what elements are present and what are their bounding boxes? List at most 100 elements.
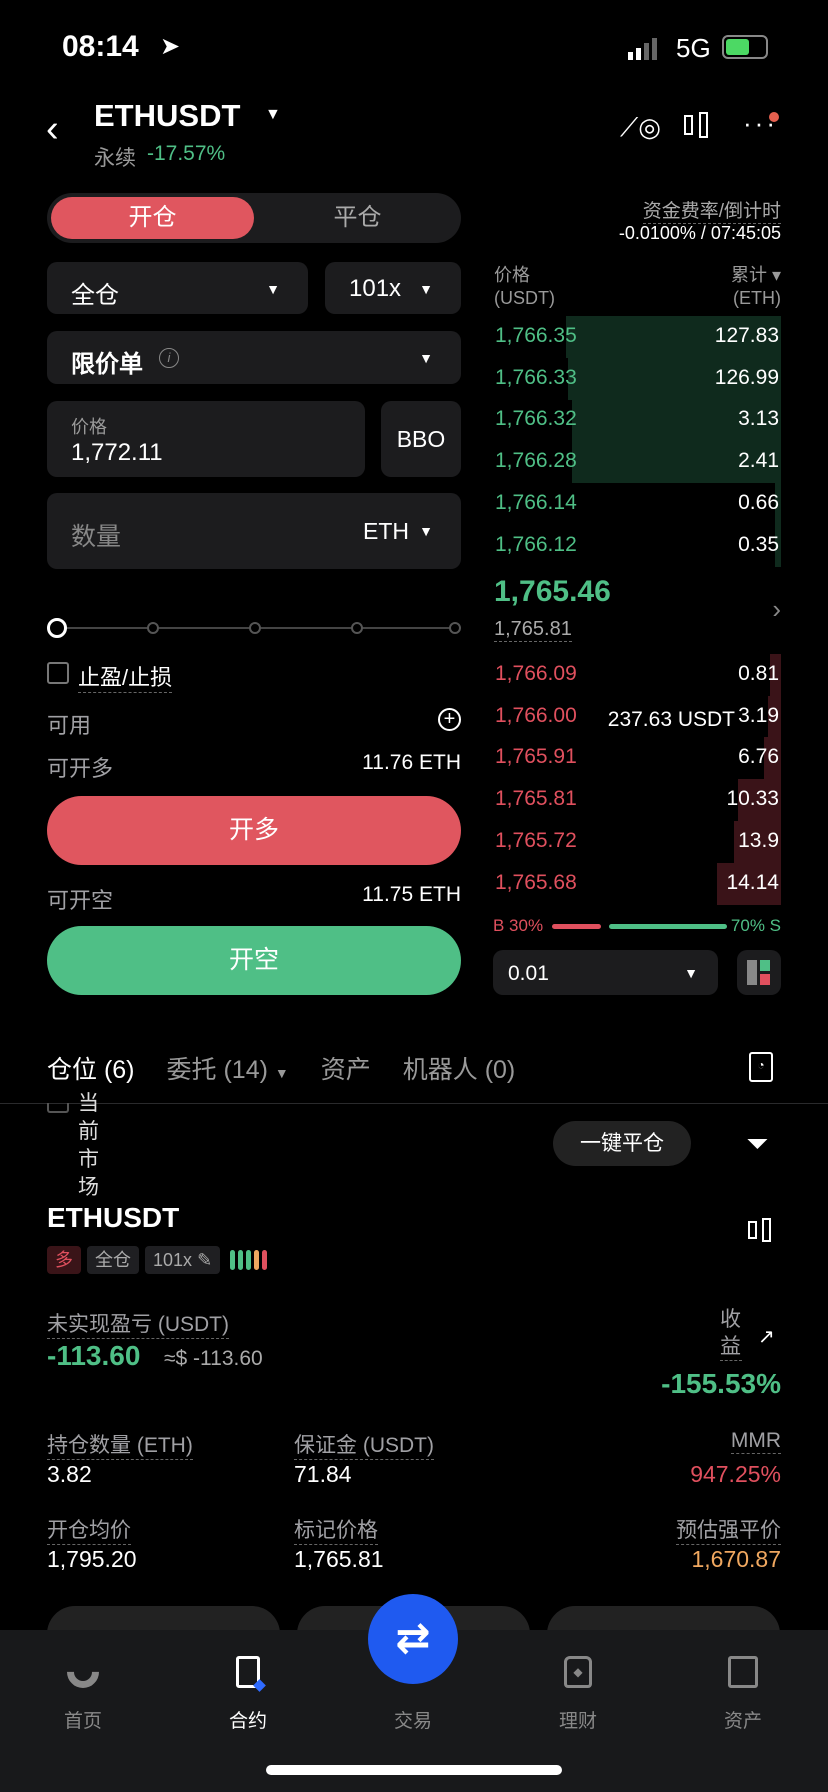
ob-qty-header[interactable]: 累计 ▾ (ETH) (730, 265, 781, 308)
orderbook-row[interactable]: 1,766.28 2.41 (493, 441, 781, 484)
nav-earn[interactable]: ◆ 理财 (528, 1650, 628, 1733)
ob-qty: 3.19 (738, 703, 779, 727)
trade-button[interactable]: ⇄ (368, 1594, 458, 1684)
chevron-right-icon[interactable]: › (772, 594, 781, 624)
share-icon[interactable]: ↗ (758, 1326, 775, 1348)
orderbook-row[interactable]: 1,766.12 0.35 (493, 524, 781, 567)
filter-icon[interactable]: ⏷ (746, 1128, 769, 1159)
max-short-label: 可开空 (47, 888, 114, 913)
ob-price: 1,765.72 (495, 828, 577, 852)
tab-positions[interactable]: 仓位 (6) (47, 1056, 135, 1084)
tp-sl-label[interactable]: 止盈/止损 (78, 660, 173, 693)
sell-ratio: 70% S (730, 916, 781, 935)
symbol-title[interactable]: ETHUSDT (94, 98, 241, 133)
last-price: 1,765.46 (494, 575, 611, 608)
position-symbol[interactable]: ETHUSDT (47, 1202, 180, 1233)
max-short-value: 11.75 ETH (362, 883, 461, 906)
price-input[interactable]: 价格 1,772.11 (47, 401, 365, 477)
max-long-label: 可开多 (47, 756, 114, 781)
order-type-value: 限价单 (71, 351, 143, 378)
orderbook-row[interactable]: 1,765.81 10.33 (493, 779, 781, 822)
open-short-button[interactable]: 开空 (47, 926, 461, 995)
margin-mode-dropdown[interactable]: 全仓 ▼ (47, 262, 308, 314)
current-market-label[interactable]: 当前市场 (78, 1092, 99, 1199)
orderbook-row[interactable]: 1,766.00 3.19 (493, 695, 781, 738)
depth-bar (763, 737, 781, 780)
orderbook-row[interactable]: 1,766.32 3.13 (493, 399, 781, 442)
history-icon[interactable]: ◔ (749, 1052, 773, 1082)
price-label: 价格 (71, 417, 107, 437)
nav-trade[interactable]: 交易 (393, 1711, 432, 1732)
chevron-down-icon: ▼ (274, 1065, 289, 1081)
tab-close[interactable]: 平仓 (333, 204, 382, 231)
depth-bar (568, 357, 781, 400)
tab-orders[interactable]: 委托 (14) ▼ (166, 1056, 289, 1084)
precision-value: 0.01 (508, 962, 549, 985)
nav-assets[interactable]: 资产 (693, 1650, 793, 1733)
ob-qty: 0.66 (738, 490, 779, 514)
leverage-dropdown[interactable]: 101x ▼ (325, 262, 461, 314)
funding-label[interactable]: 资金费率/倒计时 (642, 196, 781, 224)
orderbook-row[interactable]: 1,766.33 126.99 (493, 357, 781, 400)
ob-price: 1,766.33 (495, 365, 577, 389)
back-button[interactable]: ‹ (46, 108, 59, 150)
liq-label[interactable]: 预估强平价 (676, 1514, 781, 1545)
mmr-label[interactable]: MMR (730, 1429, 781, 1454)
current-market-checkbox[interactable] (47, 1103, 69, 1113)
precision-dropdown[interactable]: 0.01 ▼ (493, 950, 718, 995)
size-value: 3.82 (47, 1461, 92, 1487)
tab-bots[interactable]: 机器人 (0) (402, 1056, 516, 1084)
orderbook-layout-button[interactable] (737, 950, 781, 995)
orderbook-row[interactable]: 1,766.09 0.81 (493, 654, 781, 696)
quantity-unit-dropdown[interactable]: ETH (363, 518, 409, 544)
orderbook-row[interactable]: 1,765.68 14.14 (493, 862, 781, 905)
info-icon[interactable]: i (159, 348, 179, 368)
edit-icon: ✎ (197, 1250, 213, 1270)
quantity-input[interactable]: 数量 ETH ▼ (47, 493, 461, 569)
leverage-tag[interactable]: 101x ✎ (145, 1246, 221, 1274)
strategy-icon[interactable]: ⟋◎ (620, 112, 661, 142)
orderbook-row[interactable]: 1,765.72 13.9 (493, 820, 781, 863)
wallet-icon (693, 1650, 793, 1694)
price-change: -17.57% (147, 142, 226, 165)
orderbook-row[interactable]: 1,766.14 0.66 (493, 482, 781, 525)
symbol-dropdown-icon[interactable]: ▼ (265, 106, 281, 123)
divider (0, 1103, 828, 1104)
orderbook-row[interactable]: 1,766.35 127.83 (493, 316, 781, 358)
pnl-label[interactable]: 未实现盈亏 (USDT) (47, 1308, 229, 1339)
ob-qty: 0.35 (738, 532, 779, 556)
size-label[interactable]: 持仓数量 (ETH) (47, 1429, 193, 1460)
mark-label[interactable]: 标记价格 (294, 1514, 378, 1545)
nav-home[interactable]: 首页 (33, 1649, 133, 1733)
mode-tag: 全仓 (87, 1246, 139, 1274)
roe-label[interactable]: 收益 (720, 1306, 742, 1361)
orderbook-row[interactable]: 1,765.91 6.76 (493, 737, 781, 780)
tp-sl-checkbox[interactable] (47, 662, 69, 684)
transfer-plus-icon[interactable]: + (438, 708, 461, 731)
position-chart-icon[interactable] (748, 1218, 771, 1242)
ob-price-header: 价格 (USDT) (494, 265, 555, 308)
bbo-button[interactable]: BBO (381, 401, 461, 477)
risk-indicator (230, 1250, 268, 1270)
order-type-dropdown[interactable]: 限价单 i ▼ (47, 331, 461, 384)
buy-ratio: B 30% (493, 916, 544, 935)
ob-qty: 10.33 (726, 787, 779, 811)
swap-icon: ⇄ (395, 1614, 431, 1661)
close-all-button[interactable]: 一键平仓 (553, 1121, 691, 1166)
nav-futures[interactable]: 合约 (198, 1650, 298, 1733)
positions-tabs: 仓位 (6) 委托 (14) ▼ 资产 机器人 (0) (47, 1050, 515, 1086)
margin-label[interactable]: 保证金 (USDT) (294, 1429, 434, 1460)
tab-assets[interactable]: 资产 (320, 1056, 371, 1084)
open-long-button[interactable]: 开多 (47, 796, 461, 865)
entry-label[interactable]: 开仓均价 (47, 1514, 131, 1545)
candlestick-icon[interactable] (684, 112, 708, 138)
ob-price: 1,766.12 (495, 532, 577, 556)
slider-handle[interactable] (47, 618, 67, 638)
depth-bar (774, 524, 781, 567)
quantity-slider[interactable] (47, 618, 461, 638)
contract-icon (198, 1650, 298, 1694)
depth-bar (733, 820, 781, 863)
depth-bar (770, 654, 781, 696)
tab-open[interactable]: 开仓 (51, 197, 254, 239)
depth-bar (572, 399, 781, 442)
